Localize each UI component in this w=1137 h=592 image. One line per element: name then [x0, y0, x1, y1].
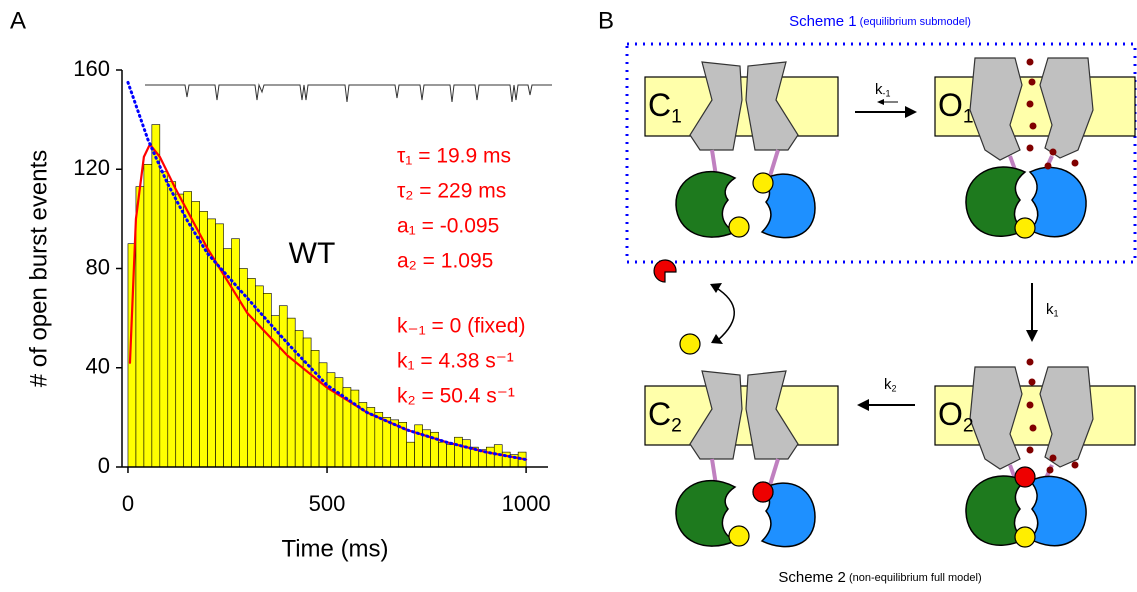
- x-tick-label: 1000: [502, 491, 551, 516]
- y-tick-label: 120: [73, 155, 110, 180]
- panel-label: A: [10, 7, 26, 34]
- bar: [167, 181, 177, 468]
- fit-param: τ₂ = 229 ms: [397, 180, 506, 203]
- state-label-main: O: [938, 87, 963, 123]
- scheme-caption: Scheme 1 (equilibrium submodel): [789, 13, 971, 30]
- free-ligand: [679, 333, 701, 355]
- bar: [454, 436, 463, 468]
- ions: [1026, 58, 1079, 474]
- bar: [127, 243, 137, 468]
- x-tick-label: 500: [309, 491, 346, 516]
- fit-curve: [126, 80, 528, 462]
- panel-label: B: [598, 7, 614, 34]
- scheme-subtitle: (equilibrium submodel): [857, 16, 971, 28]
- y-tick-label: 40: [86, 354, 110, 379]
- state-label-sub: 2: [963, 416, 974, 437]
- scheme-title: Scheme 2: [778, 569, 846, 586]
- rate-label-main: k: [875, 81, 883, 98]
- arrow-head: [1026, 330, 1038, 342]
- bar: [183, 191, 192, 468]
- arrow-head: [905, 106, 917, 118]
- bar: [159, 171, 169, 468]
- series-label: WT: [289, 237, 336, 270]
- y-tick-label: 0: [98, 453, 110, 478]
- bar: [231, 238, 240, 468]
- bar: [382, 417, 392, 468]
- channel-c1: [643, 60, 840, 240]
- state-label-sub: 1: [671, 107, 682, 128]
- x-tick-label: 0: [122, 491, 134, 516]
- bar: [302, 337, 312, 468]
- arrow-head: [857, 399, 869, 411]
- scheme1-box: [625, 42, 1137, 264]
- bar: [485, 446, 495, 468]
- bar: [438, 441, 447, 468]
- bar: [135, 186, 145, 468]
- y-tick-label: 80: [86, 254, 110, 279]
- state-label-main: O: [938, 396, 963, 432]
- bar: [278, 305, 288, 468]
- bar: [374, 412, 384, 468]
- state-label-main: C: [648, 396, 671, 432]
- bar: [462, 439, 471, 468]
- x-axis-label: Time (ms): [281, 535, 388, 562]
- exchange-arrow: [714, 286, 735, 341]
- rate-label: k-1: [875, 81, 891, 99]
- y-axis-label: # of open burst events: [25, 150, 52, 388]
- bar: [239, 268, 248, 468]
- bar: [151, 124, 161, 468]
- rate-label: k2: [884, 376, 897, 394]
- fit-param: τ₁ = 19.9 ms: [397, 145, 511, 168]
- rate-param: k₁ = 4.38 s⁻¹: [397, 350, 514, 373]
- arrow-head: [877, 99, 884, 105]
- channel-o2: [933, 365, 1137, 549]
- state-label-sub: 2: [671, 416, 682, 437]
- bar: [191, 201, 200, 468]
- channel-o1: [933, 56, 1137, 240]
- state-label: C1: [648, 87, 682, 127]
- fit-param: a₂ = 1.095: [397, 250, 493, 273]
- bar: [215, 223, 224, 468]
- bar: [286, 317, 296, 468]
- rate-param: k₂ = 50.4 s⁻¹: [397, 385, 515, 408]
- rate-param: k₋₁ = 0 (fixed): [397, 315, 525, 338]
- arrow-head: [711, 334, 723, 344]
- bar: [414, 424, 423, 468]
- channel-trace: [145, 83, 552, 103]
- bar: [334, 377, 344, 468]
- channel-c2: [643, 369, 840, 549]
- rate-label-sub: 2: [892, 384, 897, 394]
- state-label: O2: [938, 396, 974, 436]
- fit-param: a₁ = -0.095: [397, 215, 499, 238]
- bound-ligand: [752, 481, 774, 503]
- rate-label-main: k: [884, 376, 892, 393]
- rate-label: k1: [1046, 301, 1059, 319]
- free-ligand: [653, 259, 677, 283]
- bar: [175, 193, 185, 468]
- scheme-title: Scheme 1: [789, 13, 857, 30]
- bar: [318, 362, 328, 468]
- y-tick-label: 160: [73, 56, 110, 81]
- bar: [406, 441, 415, 468]
- state-label: O1: [938, 87, 974, 127]
- state-label-main: C: [648, 87, 671, 123]
- rate-label-sub: 1: [1054, 309, 1059, 319]
- scheme-caption: Scheme 2 (non-equilibrium full model): [778, 569, 981, 586]
- rate-label-sub: -1: [883, 89, 891, 99]
- bar: [446, 444, 455, 468]
- state-label: C2: [648, 396, 682, 436]
- state-label-sub: 1: [963, 107, 974, 128]
- scheme-subtitle: (non-equilibrium full model): [846, 572, 982, 584]
- bound-ligand: [1014, 466, 1036, 488]
- rate-label-main: k: [1046, 301, 1054, 318]
- bar: [143, 163, 153, 468]
- arrow-head: [710, 283, 722, 293]
